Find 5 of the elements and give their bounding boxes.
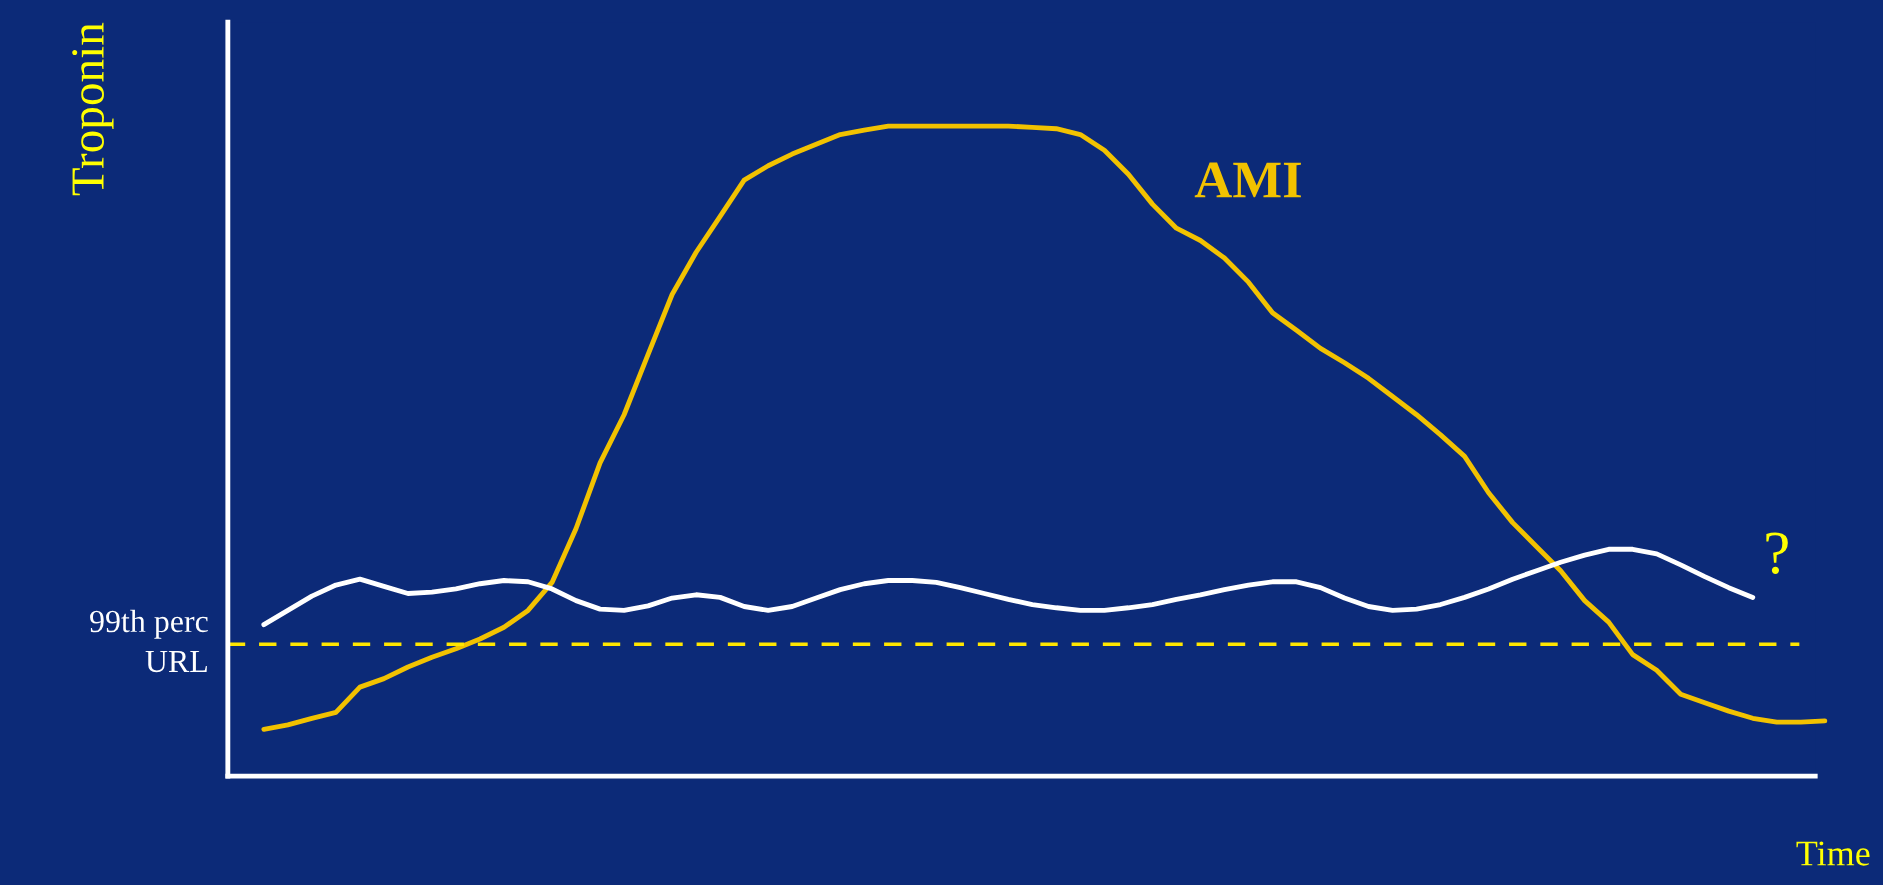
annotation: ?	[1766, 532, 1788, 574]
x-axis-title: Time	[1796, 841, 1870, 866]
y-axis-title: Troponin	[72, 22, 114, 196]
ref-line-label: 99th perc URL	[90, 609, 208, 673]
series-label: AMI	[1194, 162, 1301, 198]
